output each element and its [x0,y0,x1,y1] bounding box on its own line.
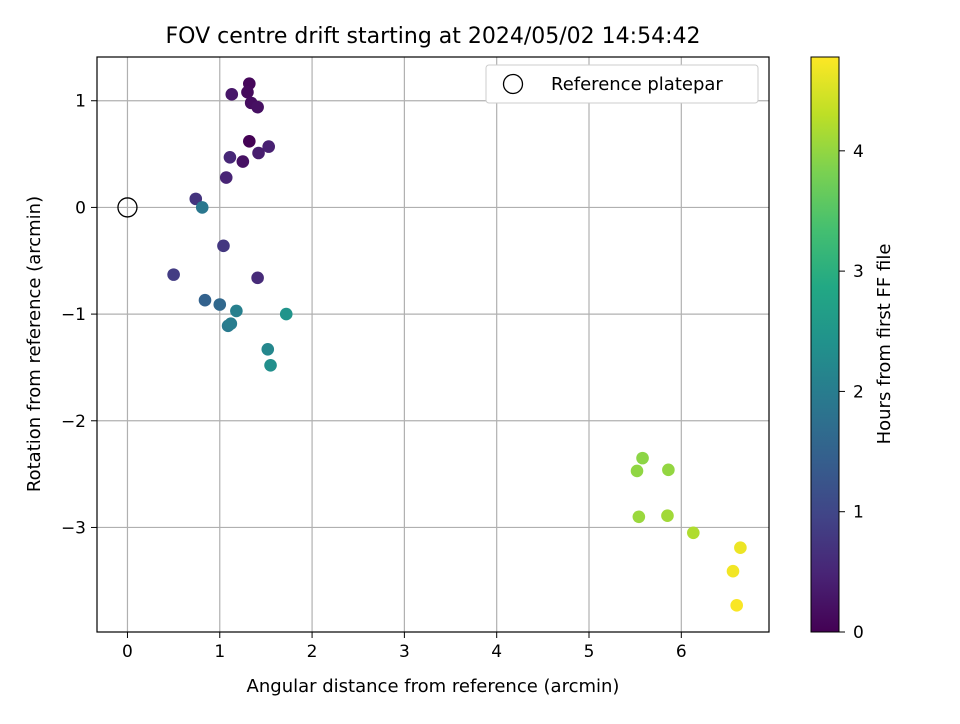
scatter-point [198,293,212,307]
scatter-point [217,239,230,253]
scatter-points [167,77,747,612]
scatter-point [662,463,675,477]
scatter-point [734,541,747,555]
y-axis-ticks: 1 0 −1 −2 −3 [61,92,97,538]
x-tick-label: 3 [399,642,410,662]
y-tick-label: 0 [75,198,86,218]
colorbar-tick-label: 3 [853,262,864,282]
y-tick-label: −3 [61,518,86,538]
scatter-point [241,85,254,99]
scatter-point [630,464,644,478]
legend-box [485,64,759,104]
scatter-point [167,268,180,281]
legend-reference-marker [502,73,524,95]
x-tick-label: 6 [676,642,687,662]
colorbar-ticks: 0 1 2 3 4 [839,142,864,643]
colorbar-tick-label: 2 [853,382,864,402]
scatter-point [243,134,256,148]
y-axis-label: Rotation from reference (arcmin) [24,196,45,492]
x-axis-label: Angular distance from reference (arcmin) [247,676,620,697]
scatter-point [213,298,227,311]
x-tick-label: 4 [491,642,502,662]
x-tick-label: 0 [122,642,133,662]
scatter-point [236,155,250,168]
scatter-point [219,171,233,184]
reference-layer [117,197,138,218]
scatter-point [230,304,243,318]
scatter-point [636,451,649,465]
grid [97,57,769,632]
scatter-point [661,509,674,523]
scatter-point [632,510,646,524]
scatter-point [726,564,740,578]
x-axis-ticks: 0 1 2 3 4 5 6 [122,632,687,662]
y-tick-label: −2 [61,412,86,432]
colorbar-tick-label: 0 [853,623,864,643]
colorbar-tick-label: 1 [853,503,864,523]
scatter-point [264,359,277,372]
scatter-point [687,526,700,540]
legend-reference-label: Reference platepar [551,74,723,95]
colorbar-tick-label: 4 [853,142,864,162]
y-tick-label: 1 [75,92,86,112]
scatter-point [225,88,239,101]
y-tick-label: −1 [61,305,86,325]
scatter-point [223,150,237,164]
scatter-point [252,146,265,160]
scatter-point [730,599,743,612]
colorbar-label: Hours from first FF file [874,244,895,445]
colorbar: 0 1 2 3 4 Hours from first FF file [810,56,895,643]
x-tick-label: 5 [584,642,595,662]
reference-platepar-marker [117,197,138,218]
scatter-point [224,317,238,330]
x-tick-label: 2 [307,642,318,662]
scatter-point [251,100,264,114]
chart-title: FOV centre drift starting at 2024/05/02 … [166,24,701,49]
scatter-point [261,343,275,356]
x-tick-label: 1 [214,642,225,662]
legend: Reference platepar [485,64,759,104]
scatter-point [262,140,275,153]
colorbar-gradient [810,56,840,633]
plot-frame [96,56,770,633]
scatter-point [189,192,203,206]
scatter-point [195,201,209,214]
scatter-point [251,271,264,285]
scatter-point [279,307,293,321]
